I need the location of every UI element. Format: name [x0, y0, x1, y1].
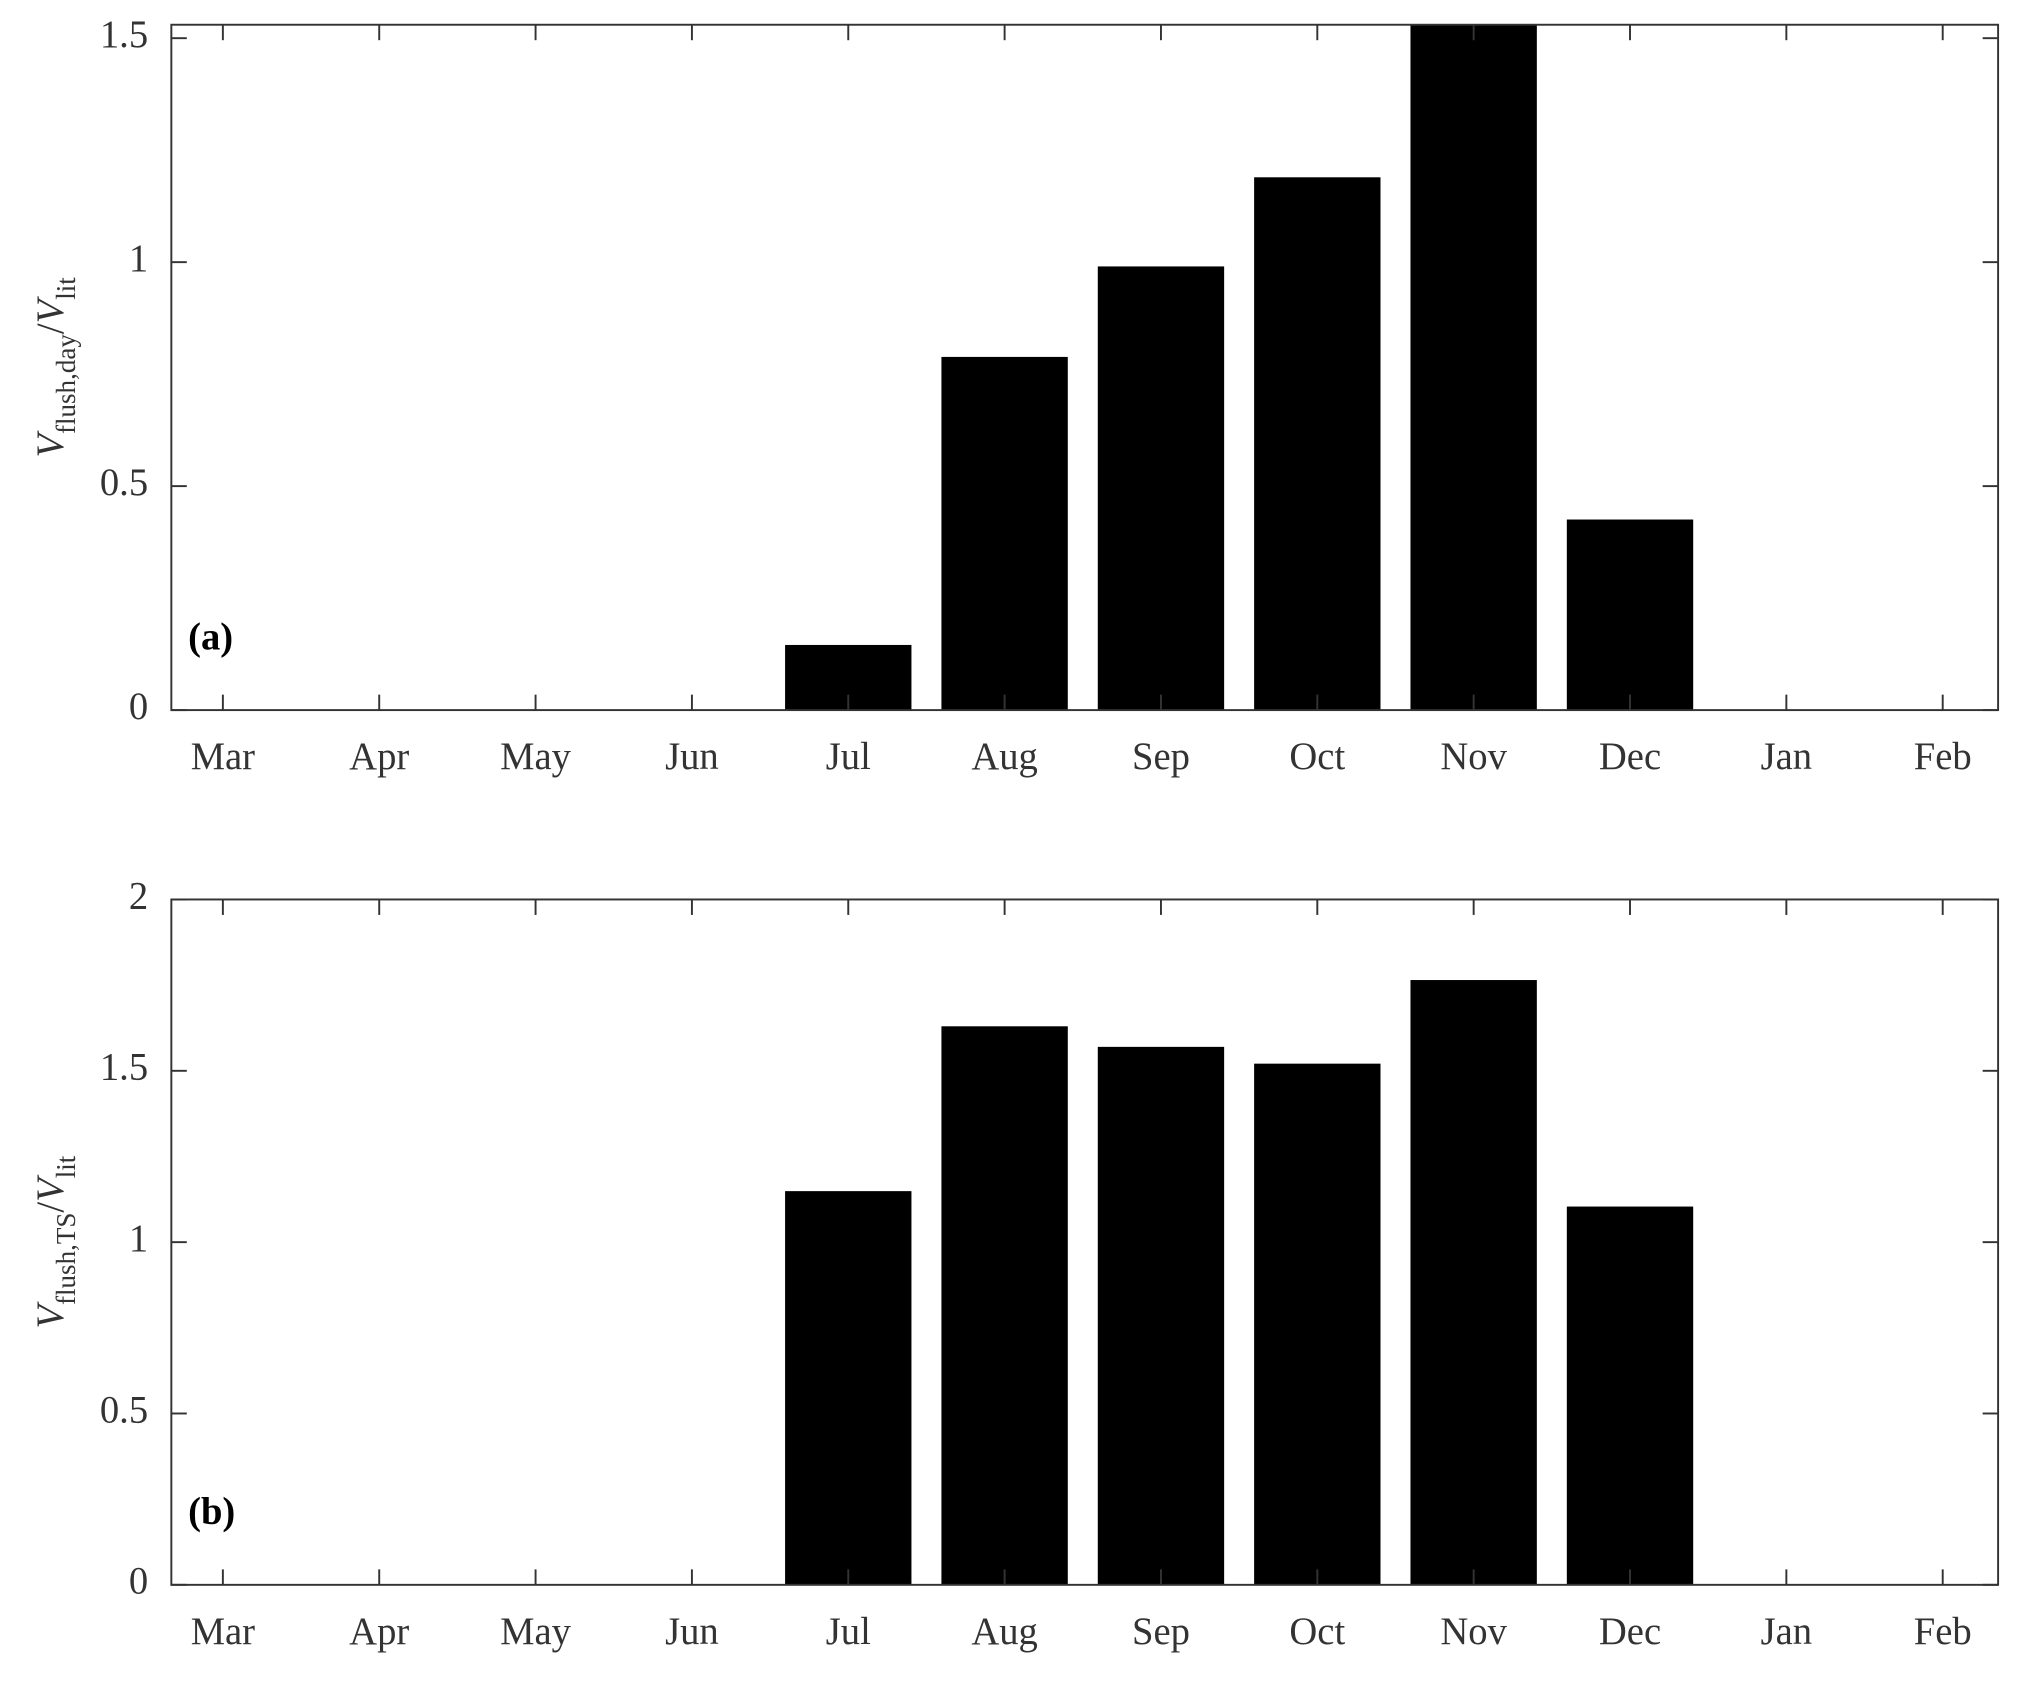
- axes-frame: [170, 898, 2000, 1586]
- y-axis-label-part: /: [30, 1202, 72, 1213]
- y-tick-label: 1: [129, 1218, 148, 1260]
- x-tick-label: Sep: [1132, 736, 1190, 778]
- bar: [1097, 1046, 1225, 1586]
- x-tick-label: Jan: [1761, 736, 1813, 778]
- bar: [941, 356, 1068, 711]
- annotation: (a): [188, 616, 233, 658]
- panel: 0 0.5 1 1.5 2 Mar Apr May Jun Jul Aug Sep Oct Nov Dec J…: [30, 875, 2000, 1653]
- y-axis-label: Vflush,TS/Vlit: [30, 1155, 81, 1328]
- x-tick-label: Nov: [1440, 1611, 1507, 1653]
- x-tick-label: Oct: [1289, 1611, 1345, 1653]
- y-axis-label-part: lit: [51, 277, 81, 300]
- bar: [785, 1191, 912, 1586]
- x-tick-label: Dec: [1599, 736, 1661, 778]
- axes-frame: [170, 23, 2000, 712]
- bar: [1254, 1063, 1381, 1586]
- x-tick-label: Jun: [665, 736, 719, 778]
- y-tick-label: 0: [129, 686, 148, 728]
- x-tick-label: Feb: [1914, 1611, 1972, 1653]
- y-tick-label: 1.5: [100, 14, 148, 56]
- x-tick-label: Oct: [1289, 736, 1345, 778]
- y-axis-label-part: /: [30, 323, 72, 334]
- bar: [1566, 1206, 1694, 1586]
- x-tick-label: Nov: [1440, 736, 1507, 778]
- x-tick-label: Dec: [1599, 1611, 1661, 1653]
- y-tick-label: 2: [129, 875, 148, 917]
- y-tick-label: 0.5: [100, 462, 148, 504]
- x-tick-label: Sep: [1132, 1611, 1190, 1653]
- y-axis-label-part: flush,TS: [51, 1213, 81, 1305]
- y-tick-label: 0.5: [100, 1389, 148, 1431]
- panel: 0 0.5 1 1.5 Mar Apr May Jun Jul Aug Sep Oct Nov Dec Ja…: [30, 14, 2000, 778]
- x-tick-label: May: [500, 736, 571, 778]
- bar: [941, 1026, 1068, 1586]
- y-axis-label-part: V: [30, 1301, 72, 1329]
- x-tick-label: Aug: [971, 1611, 1038, 1653]
- y-tick-label: 0: [129, 1561, 148, 1603]
- y-axis-label-part: V: [30, 1174, 72, 1202]
- x-tick-label: May: [500, 1611, 571, 1653]
- y-tick-label: 1.5: [100, 1047, 148, 1089]
- bar: [1410, 24, 1537, 711]
- x-tick-label: Apr: [349, 1611, 409, 1653]
- y-axis-label-part: V: [30, 295, 72, 323]
- x-tick-label: Aug: [971, 736, 1038, 778]
- y-axis-label-part: flush,day: [51, 334, 81, 434]
- bar: [1254, 177, 1381, 711]
- x-tick-label: Feb: [1914, 736, 1972, 778]
- y-axis-label-part: lit: [51, 1155, 81, 1178]
- x-tick-label: Jul: [826, 1611, 871, 1653]
- y-tick-label: 1: [129, 238, 148, 280]
- bar: [1566, 519, 1694, 711]
- bar: [1410, 980, 1537, 1586]
- annotation: (b): [188, 1491, 235, 1533]
- y-axis-label: Vflush,day/Vlit: [30, 277, 81, 458]
- x-tick-label: Jul: [826, 736, 871, 778]
- x-tick-label: Mar: [191, 1611, 255, 1653]
- x-tick-label: Jan: [1761, 1611, 1813, 1653]
- bar: [1097, 266, 1225, 711]
- x-tick-label: Jun: [665, 1611, 719, 1653]
- x-tick-label: Mar: [191, 736, 255, 778]
- x-tick-label: Apr: [349, 736, 409, 778]
- y-axis-label-part: V: [30, 430, 72, 458]
